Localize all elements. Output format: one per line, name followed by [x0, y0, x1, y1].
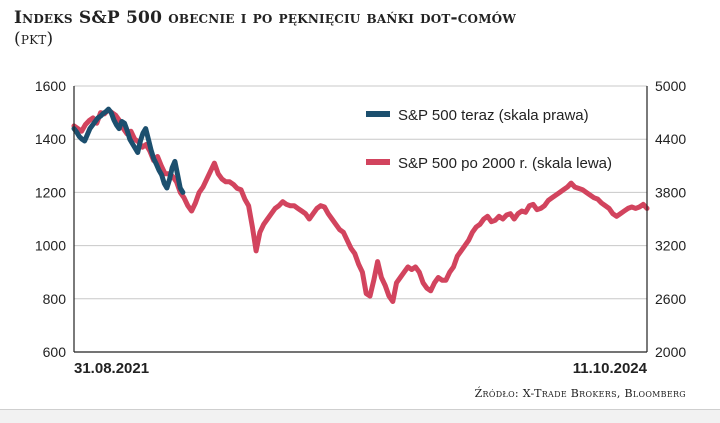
series-line-now: [71, 106, 186, 195]
chart-title: Indeks S&P 500 obecnie i po pęknięciu ba…: [14, 8, 714, 50]
right-tick-label: 4400: [655, 131, 686, 147]
chart-title-text: Indeks S&P 500 obecnie i po pęknięciu ba…: [14, 8, 517, 28]
source-note: Źródło: X-Trade Brokers, Bloomberg: [474, 387, 686, 400]
x-start-label: 31.08.2021: [74, 360, 149, 377]
right-tick-label: 5000: [655, 78, 686, 94]
legend-label-dotcom: S&P 500 po 2000 r. (skala lewa): [398, 155, 612, 172]
x-end-label: 11.10.2024: [573, 360, 648, 377]
left-tick-label: 1000: [35, 238, 66, 254]
series-line-dotcom: [71, 107, 650, 304]
grid-lines: [74, 85, 647, 300]
left-axis-ticks: 600 800 1000 1200 1400 1600: [35, 78, 66, 360]
legend-label-now: S&P 500 teraz (skala prawa): [398, 107, 589, 124]
left-tick-label: 1200: [35, 184, 66, 200]
right-tick-label: 2600: [655, 291, 686, 307]
left-tick-label: 1400: [35, 131, 66, 147]
right-tick-label: 3200: [655, 238, 686, 254]
chart-subtitle: (pkt): [14, 29, 54, 49]
left-tick-label: 800: [43, 291, 67, 307]
bottom-divider: [0, 409, 720, 410]
right-tick-label: 2000: [655, 344, 686, 360]
right-tick-label: 3800: [655, 184, 686, 200]
axes-group: [73, 86, 648, 353]
left-tick-label: 1600: [35, 78, 66, 94]
bottom-band: [0, 410, 720, 423]
right-axis-ticks: 2000 2600 3200 3800 4400 5000: [655, 78, 686, 360]
series-now-group: [71, 106, 186, 195]
legend: S&P 500 teraz (skala prawa) S&P 500 po 2…: [366, 107, 612, 172]
left-tick-label: 600: [43, 344, 67, 360]
series-dotcom-group: [71, 107, 650, 304]
